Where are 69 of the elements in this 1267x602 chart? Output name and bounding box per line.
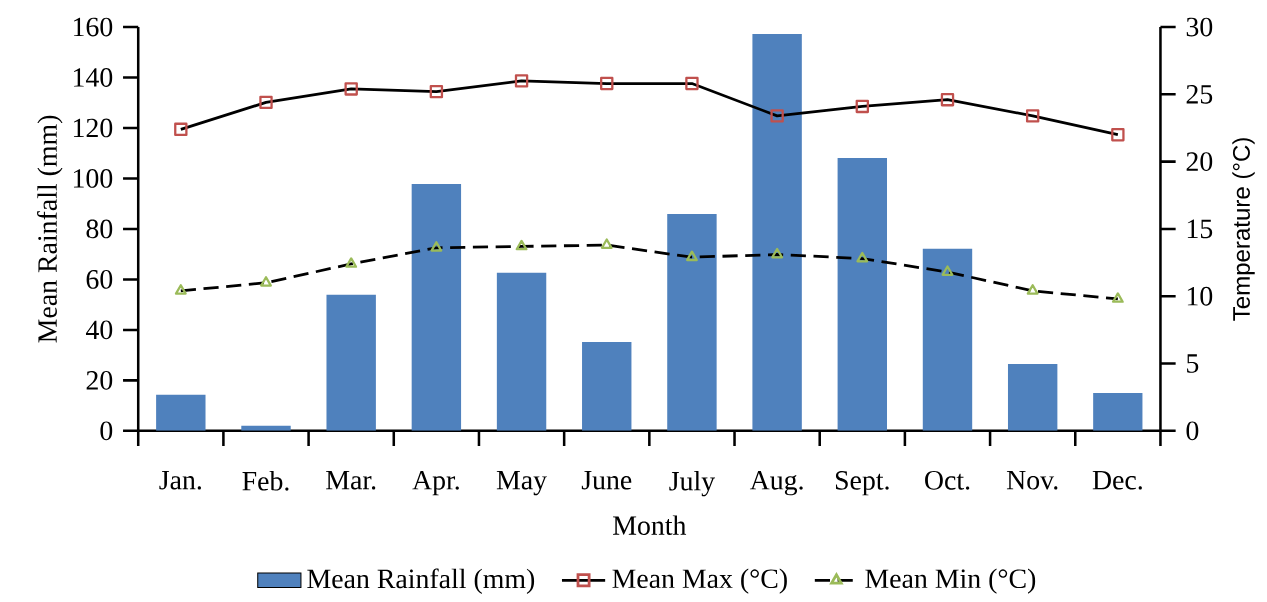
- bar: [752, 33, 802, 431]
- y2-tick-label: 5: [1187, 354, 1199, 373]
- point: [1026, 284, 1039, 295]
- legend-label: Mean Rainfall (mm): [307, 568, 535, 594]
- bar: [1007, 363, 1058, 431]
- bar: [1093, 392, 1143, 431]
- x-axis-title: Month: [613, 515, 687, 535]
- point: [855, 99, 870, 113]
- point: [260, 275, 272, 287]
- y-tick-label: 0: [100, 421, 113, 441]
- point: [174, 284, 187, 295]
- x-tick-label: Sept.: [835, 470, 889, 496]
- bar: [837, 157, 888, 431]
- x-tick-label: July: [669, 470, 716, 497]
- point: [259, 95, 273, 109]
- x-tick-label: Apr.: [412, 470, 459, 496]
- y2-tick-label: 20: [1186, 152, 1213, 171]
- point: [515, 239, 528, 251]
- y2-axis-title: Temperature (°C): [1232, 138, 1255, 321]
- x-tick-label: Aug.: [749, 470, 803, 496]
- point: [856, 251, 869, 263]
- point: [174, 122, 188, 136]
- x-tick-label: June: [581, 470, 632, 490]
- x-tick-label: Mar.: [326, 470, 376, 490]
- point: [600, 238, 613, 249]
- point: [430, 240, 443, 252]
- point: [600, 76, 614, 91]
- y-tick-label: 120: [73, 118, 113, 138]
- point: [1025, 109, 1040, 123]
- legend-label: Mean Max (°C): [612, 568, 787, 594]
- y2-tick-label: 30: [1186, 17, 1213, 37]
- point: [1111, 127, 1125, 142]
- bar: [411, 183, 462, 431]
- y-tick-label: 140: [73, 67, 113, 87]
- x-tick-label: Jan.: [159, 470, 202, 490]
- point: [685, 76, 699, 91]
- y2-tick-label: 10: [1187, 286, 1213, 306]
- x-tick-label: Feb.: [242, 470, 289, 491]
- y-tick-label: 40: [85, 320, 113, 340]
- y-tick-label: 100: [73, 168, 113, 188]
- point: [345, 257, 358, 268]
- y2-tick-label: 25: [1186, 84, 1213, 104]
- y-tick-label: 160: [73, 17, 113, 37]
- y-axis-title: Mean Rainfall (mm): [37, 115, 63, 343]
- point: [514, 74, 529, 88]
- x-tick-label: Oct.: [925, 470, 970, 490]
- point: [685, 250, 698, 261]
- y-tick-label: 80: [86, 219, 113, 239]
- point: [770, 109, 784, 123]
- y2-tick-label: 15: [1187, 219, 1213, 239]
- legend-label: Mean Min (°C): [865, 568, 1036, 594]
- bar: [496, 272, 547, 431]
- bar: [922, 248, 973, 431]
- y-tick-label: 60: [86, 269, 113, 289]
- x-tick-label: May: [496, 470, 547, 496]
- point: [941, 265, 954, 276]
- x-tick-label: Dec.: [1092, 470, 1142, 490]
- bar: [582, 341, 632, 431]
- x-tick-label: Nov.: [1006, 470, 1058, 490]
- y2-tick-label: 0: [1186, 421, 1199, 441]
- y-tick-label: 20: [86, 370, 113, 390]
- point: [1111, 292, 1124, 303]
- bar: [326, 294, 376, 431]
- point: [344, 82, 358, 96]
- bar: [156, 394, 206, 431]
- point: [429, 84, 444, 99]
- bar: [667, 213, 717, 431]
- point: [771, 247, 784, 259]
- point: [940, 92, 955, 107]
